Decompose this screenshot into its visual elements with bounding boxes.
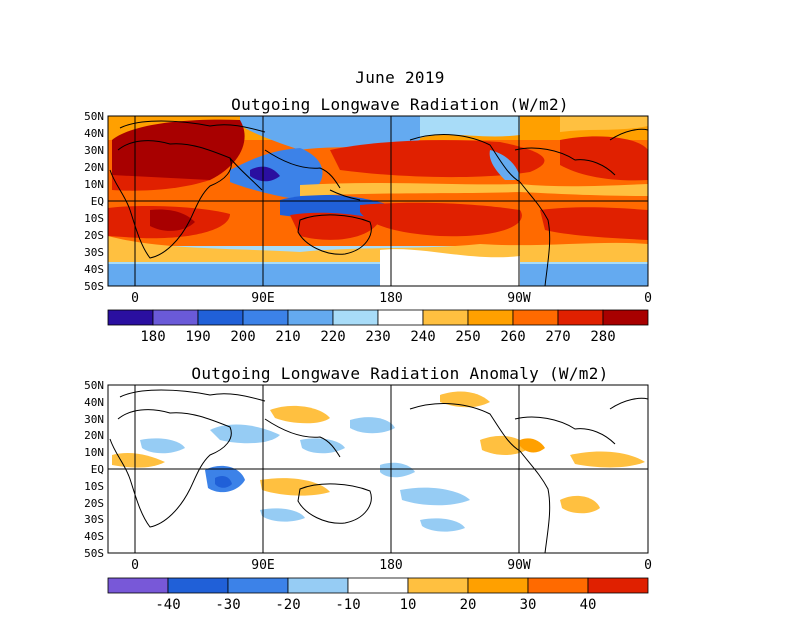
colorbar-swatch (602, 309, 649, 326)
top-map-frame (107, 115, 649, 287)
lat-label: 30N (84, 144, 104, 157)
lon-label: 90E (251, 558, 275, 573)
colorbar-swatch (527, 577, 589, 594)
colorbar-swatch (107, 309, 154, 326)
colorbar-swatch (287, 309, 334, 326)
lat-label: 20S (84, 229, 104, 242)
colorbar-label: 220 (320, 329, 346, 345)
colorbar-label: 40 (579, 597, 597, 613)
top-panel-title: Outgoing Longwave Radiation (W/m2) (231, 95, 569, 114)
bottom-map-frame (107, 384, 649, 554)
colorbar-swatch (152, 309, 199, 326)
colorbar-swatch (467, 309, 514, 326)
top-coastlines (109, 120, 648, 286)
colorbar-swatch (347, 577, 409, 594)
month-title: June 2019 (355, 68, 445, 87)
colorbar-swatch (587, 577, 649, 594)
colorbar-label: -30 (215, 597, 241, 613)
lat-label: 50N (84, 379, 104, 392)
lat-label: 50S (84, 547, 104, 560)
lat-label: 40N (84, 127, 104, 140)
colorbar-label: 10 (399, 597, 417, 613)
lat-label: 10N (84, 178, 104, 191)
colorbar-swatch (422, 309, 469, 326)
colorbar-label: 30 (519, 597, 537, 613)
olr-field (108, 116, 648, 286)
colorbar-swatch (167, 577, 229, 594)
lat-label: 10S (84, 212, 104, 225)
lat-label: 40S (84, 263, 104, 276)
colorbar-swatch (332, 309, 379, 326)
lon-label: 90W (507, 558, 531, 573)
lat-label: EQ (90, 195, 104, 208)
bottom-panel-title: Outgoing Longwave Radiation Anomaly (W/m… (191, 364, 609, 383)
lon-label: 0 (131, 558, 139, 573)
colorbar-label: 250 (455, 329, 481, 345)
colorbar-swatch (227, 577, 289, 594)
colorbar-swatch (242, 309, 289, 326)
colorbar-swatch (107, 577, 169, 594)
colorbar-label: 210 (275, 329, 301, 345)
colorbar-swatch (467, 577, 529, 594)
colorbar-label: -20 (275, 597, 301, 613)
lat-label: 30S (84, 513, 104, 526)
bottom-coastlines (109, 389, 648, 553)
lon-label: 0 (644, 558, 652, 573)
colorbar-swatch (512, 309, 559, 326)
lon-label: 90W (507, 291, 531, 306)
colorbar-label: -40 (155, 597, 181, 613)
lon-label: 90E (251, 291, 275, 306)
lat-label: 30N (84, 413, 104, 426)
colorbar-label: 240 (410, 329, 436, 345)
colorbar-swatch (557, 309, 604, 326)
lon-label: 0 (131, 291, 139, 306)
colorbar-swatch (197, 309, 244, 326)
lon-label: 0 (644, 291, 652, 306)
colorbar-swatch (377, 309, 424, 326)
colorbar-label: 20 (459, 597, 477, 613)
lat-label: 10N (84, 446, 104, 459)
lat-label: 30S (84, 246, 104, 259)
lat-label: 50S (84, 280, 104, 293)
lat-label: EQ (90, 463, 104, 476)
lat-label: 20N (84, 429, 104, 442)
colorbar-label: -10 (335, 597, 361, 613)
colorbar-label: 180 (140, 329, 166, 345)
colorbar-label: 230 (365, 329, 391, 345)
lat-label: 50N (84, 110, 104, 123)
lon-label: 180 (379, 558, 403, 573)
lon-label: 180 (379, 291, 403, 306)
colorbar-label: 190 (185, 329, 211, 345)
lat-label: 10S (84, 480, 104, 493)
top-colorbar (107, 309, 649, 326)
colorbar-label: 200 (230, 329, 256, 345)
colorbar-swatch (407, 577, 469, 594)
colorbar-label: 260 (500, 329, 526, 345)
lat-label: 20N (84, 161, 104, 174)
lat-label: 40S (84, 530, 104, 543)
lat-label: 40N (84, 396, 104, 409)
colorbar-label: 270 (545, 329, 571, 345)
colorbar-label: 280 (590, 329, 616, 345)
bottom-colorbar (107, 577, 649, 594)
lat-label: 20S (84, 497, 104, 510)
colorbar-swatch (287, 577, 349, 594)
